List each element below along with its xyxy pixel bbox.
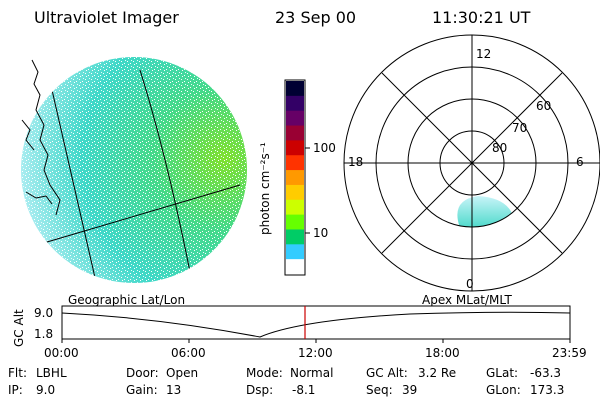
timeline-tick-0: 00:00 (44, 346, 79, 360)
coastline-fragment-2 (25, 191, 53, 205)
colorbar-band (286, 184, 304, 201)
colorbar-band (286, 110, 304, 127)
door-value: Open (166, 366, 199, 380)
timeline-tick-3: 18:00 (425, 346, 460, 360)
colorbar-unit-label: photon cm⁻²s⁻¹ (258, 142, 272, 235)
geographic-label: Geographic Lat/Lon (68, 293, 186, 307)
timeline-tick-4: 23:59 (552, 346, 587, 360)
colorbar-band (286, 199, 304, 216)
gcalt-label: GC Alt: (366, 366, 408, 380)
timeline-y-top: 9.0 (34, 306, 54, 320)
polar-mlt-18: 18 (348, 155, 364, 169)
apex-label: Apex MLat/MLT (422, 293, 512, 307)
polar-lat-60: 60 (536, 99, 552, 113)
polar-plot (343, 34, 600, 292)
coastline-fragment (21, 119, 35, 151)
seq-label: Seq: (366, 383, 393, 397)
timeline-tick-1: 06:00 (171, 346, 206, 360)
flt-value: LBHL (36, 366, 67, 380)
glat-value: -63.3 (530, 366, 562, 380)
glon-value: 173.3 (530, 383, 565, 397)
door-label: Door: (126, 366, 159, 380)
colorbar-band (286, 244, 304, 260)
timeline-y-bottom: 1.8 (34, 327, 54, 341)
glat-label: GLat: (486, 366, 519, 380)
colorbar-tick-100: 100 (313, 141, 336, 155)
colorbar-band (286, 229, 304, 245)
seq-value: 39 (402, 383, 418, 397)
ip-value: 9.0 (36, 383, 56, 397)
colorbar-band (286, 95, 304, 112)
meridian-line-left (51, 89, 97, 283)
time-text: 11:30:21 UT (432, 8, 531, 27)
instrument-title: Ultraviolet Imager (34, 8, 179, 27)
altitude-curve (61, 311, 571, 338)
polar-mlt-0: 0 (466, 277, 474, 291)
polar-mlt-12: 12 (476, 47, 492, 61)
altitude-timeline (61, 305, 571, 343)
colorbar-band (286, 140, 304, 156)
parallel-line (21, 184, 241, 251)
colorbar-band (286, 259, 304, 275)
gain-label: Gain: (126, 383, 158, 397)
dsp-label: Dsp: (246, 383, 274, 397)
mode-value: Normal (290, 366, 334, 380)
polar-lat-80: 80 (492, 141, 508, 155)
meridian-line-right (139, 69, 193, 283)
geographic-image (21, 57, 247, 283)
gain-value: 13 (166, 383, 182, 397)
mode-label: Mode: (246, 366, 283, 380)
colorbar-band (286, 155, 304, 171)
colorbar-tick-10: 10 (313, 226, 329, 240)
ip-label: IP: (8, 383, 23, 397)
colorbar-band (286, 81, 304, 97)
colorbar-band (286, 214, 304, 230)
timeline-tick-2: 12:00 (298, 346, 333, 360)
timeline-ylabel: GC Alt (12, 309, 26, 347)
polar-lat-70: 70 (512, 121, 528, 135)
colorbar-band (286, 170, 304, 186)
polar-diagonal-2 (381, 72, 563, 254)
date-text: 23 Sep 00 (275, 8, 357, 27)
polar-mlt-6: 6 (576, 155, 584, 169)
gcalt-value: 3.2 Re (418, 366, 457, 380)
flt-label: Flt: (8, 366, 27, 380)
colorbar (284, 79, 310, 276)
dsp-value: -8.1 (292, 383, 316, 397)
colorbar-band (286, 125, 304, 141)
glon-label: GLon: (486, 383, 521, 397)
coastline (31, 59, 61, 216)
